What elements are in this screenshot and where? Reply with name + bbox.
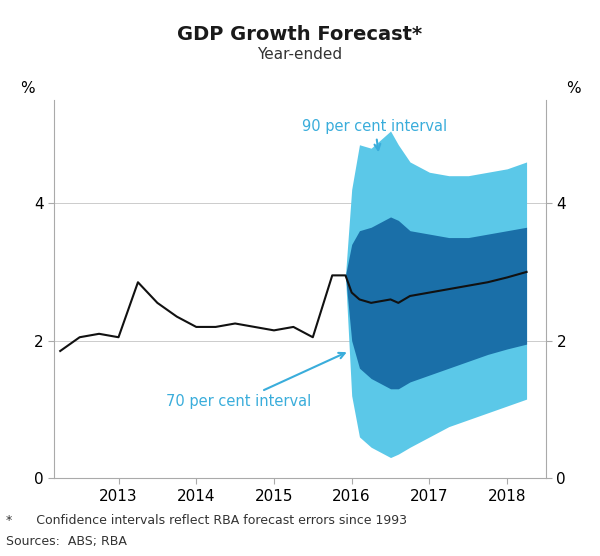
Text: %: % bbox=[20, 81, 34, 96]
Text: Year-ended: Year-ended bbox=[257, 47, 343, 62]
Text: Sources:  ABS; RBA: Sources: ABS; RBA bbox=[6, 535, 127, 548]
Text: 90 per cent interval: 90 per cent interval bbox=[302, 119, 448, 150]
Text: 70 per cent interval: 70 per cent interval bbox=[166, 353, 345, 409]
Text: GDP Growth Forecast*: GDP Growth Forecast* bbox=[178, 25, 422, 44]
Text: %: % bbox=[566, 81, 580, 96]
Text: *      Confidence intervals reflect RBA forecast errors since 1993: * Confidence intervals reflect RBA forec… bbox=[6, 514, 407, 527]
